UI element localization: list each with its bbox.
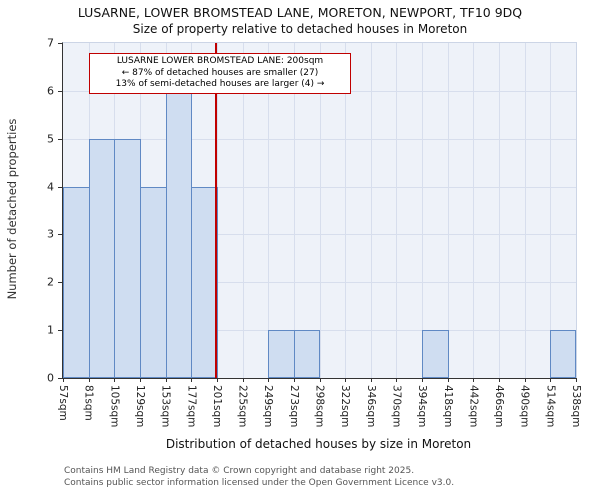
annotation-line-3: 13% of semi-detached houses are larger (… xyxy=(115,79,325,90)
gridline-vertical xyxy=(370,43,372,378)
y-tick-label: 7 xyxy=(47,36,54,50)
x-tick-label: 298sqm xyxy=(313,385,326,428)
chart-subtitle: Size of property relative to detached ho… xyxy=(132,22,468,36)
gridline-vertical xyxy=(524,43,526,378)
x-tick-mark xyxy=(396,378,398,382)
y-tick-mark xyxy=(58,90,62,92)
x-tick-mark xyxy=(550,378,552,382)
x-tick-mark xyxy=(524,378,526,382)
x-tick-label: 514sqm xyxy=(544,385,557,428)
x-tick-mark xyxy=(293,378,295,382)
y-tick-label: 1 xyxy=(47,323,54,337)
gridline-vertical xyxy=(242,43,244,378)
y-tick-mark xyxy=(58,330,62,332)
x-axis-label: Distribution of detached houses by size … xyxy=(165,437,472,451)
x-tick-label: 57sqm xyxy=(57,385,69,421)
x-tick-label: 249sqm xyxy=(262,385,275,428)
y-tick-mark xyxy=(58,234,62,236)
annotation-box: LUSARNE LOWER BROMSTEAD LANE: 200sqm ← 8… xyxy=(89,53,351,95)
gridline-vertical xyxy=(499,43,501,378)
y-tick-mark xyxy=(58,43,62,44)
bar xyxy=(191,186,218,378)
bar xyxy=(268,330,295,378)
x-tick-mark xyxy=(63,378,64,382)
gridline-vertical xyxy=(422,43,424,378)
y-tick-label: 6 xyxy=(47,84,54,98)
gridline-vertical xyxy=(319,43,321,378)
x-tick-label: 105sqm xyxy=(108,385,121,428)
x-tick-label: 490sqm xyxy=(518,385,531,428)
x-tick-mark xyxy=(268,378,270,382)
bar xyxy=(88,138,116,378)
y-tick-label: 4 xyxy=(47,180,54,194)
x-tick-label: 538sqm xyxy=(570,385,582,428)
x-tick-label: 346sqm xyxy=(364,385,377,428)
bar xyxy=(63,186,90,378)
x-tick-mark xyxy=(345,378,347,382)
gridline-vertical xyxy=(293,43,295,378)
x-tick-label: 225sqm xyxy=(236,385,249,428)
y-tick-mark xyxy=(58,186,62,188)
bar xyxy=(165,90,193,378)
y-axis-label: Number of detached properties xyxy=(5,118,19,300)
x-tick-mark xyxy=(139,378,141,382)
x-tick-label: 322sqm xyxy=(339,385,352,428)
bar xyxy=(422,330,449,378)
annotation-line-2: ← 87% of detached houses are smaller (27… xyxy=(121,67,319,78)
x-tick-mark xyxy=(447,378,449,382)
x-tick-label: 442sqm xyxy=(467,385,480,428)
x-tick-mark xyxy=(370,378,372,382)
x-tick-label: 129sqm xyxy=(133,385,146,428)
y-tick-label: 0 xyxy=(47,371,54,385)
x-tick-mark xyxy=(422,378,424,382)
gridline-vertical xyxy=(268,43,270,378)
x-tick-label: 370sqm xyxy=(390,385,403,428)
x-tick-mark xyxy=(88,378,90,382)
chart-title: LUSARNE, LOWER BROMSTEAD LANE, MORETON, … xyxy=(77,5,523,20)
gridline-vertical xyxy=(550,43,552,378)
x-tick-label: 394sqm xyxy=(416,385,429,428)
bar xyxy=(114,138,141,378)
x-tick-label: 153sqm xyxy=(159,385,172,428)
y-tick-mark xyxy=(58,378,62,379)
y-tick-label: 5 xyxy=(47,132,54,146)
bar xyxy=(139,186,167,378)
gridline-vertical xyxy=(473,43,475,378)
x-tick-mark xyxy=(473,378,475,382)
footer-line-1: Contains HM Land Registry data © Crown c… xyxy=(64,466,415,476)
x-tick-mark xyxy=(242,378,244,382)
x-tick-label: 81sqm xyxy=(82,385,95,421)
y-tick-label: 2 xyxy=(47,275,54,289)
footer-line-2: Contains public sector information licen… xyxy=(64,477,455,488)
annotation-line-1: LUSARNE LOWER BROMSTEAD LANE: 200sqm xyxy=(116,56,324,66)
y-tick-label: 3 xyxy=(47,227,54,241)
plot-area: LUSARNE LOWER BROMSTEAD LANE: 200sqm ← 8… xyxy=(47,37,582,428)
gridline-vertical xyxy=(396,43,398,378)
x-tick-mark xyxy=(216,378,218,382)
x-tick-label: 418sqm xyxy=(441,385,454,428)
x-tick-mark xyxy=(576,378,577,382)
x-tick-mark xyxy=(319,378,321,382)
y-tick-mark xyxy=(58,138,62,140)
y-tick-mark xyxy=(58,282,62,284)
x-tick-label: 201sqm xyxy=(210,385,223,428)
gridline-vertical xyxy=(447,43,449,378)
x-tick-mark xyxy=(114,378,116,382)
gridline-vertical xyxy=(345,43,347,378)
property-size-marker-line xyxy=(214,43,217,378)
x-tick-label: 177sqm xyxy=(185,385,198,428)
x-tick-label: 466sqm xyxy=(493,385,506,428)
x-tick-label: 273sqm xyxy=(287,385,300,428)
bar xyxy=(550,330,576,378)
x-tick-mark xyxy=(165,378,167,382)
x-tick-mark xyxy=(191,378,193,382)
bar xyxy=(293,330,321,378)
x-tick-mark xyxy=(499,378,501,382)
footer: Contains HM Land Registry data © Crown c… xyxy=(64,466,454,489)
